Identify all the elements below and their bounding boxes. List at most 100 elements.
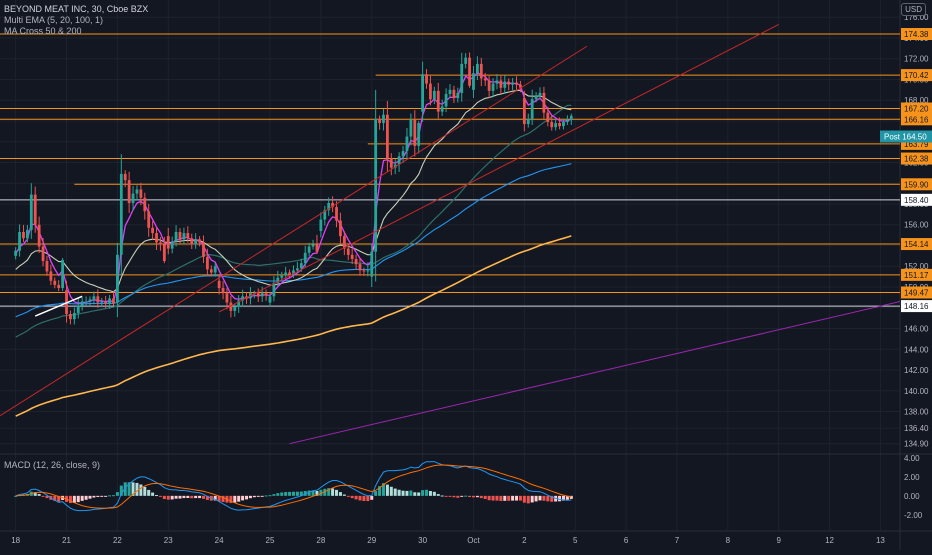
macd-tick-label: 0.00 [904, 492, 920, 501]
red-trendline-upper [0, 45, 588, 417]
candle-body [272, 282, 276, 297]
time-tick-label: 25 [266, 536, 275, 545]
candle-body [350, 254, 354, 259]
macd-histogram-bar [288, 491, 292, 496]
macd-histogram-bar [511, 495, 515, 501]
macd-histogram-bar [530, 495, 534, 503]
macd-histogram-bar [413, 492, 417, 496]
candle-body [472, 73, 475, 90]
candle-body [487, 80, 491, 91]
ma-cross-legend[interactable]: MA Cross 50 & 200 [4, 26, 82, 36]
signal-line [15, 464, 572, 509]
level-label-151.17: 151.17 [904, 271, 929, 280]
candle-body [147, 211, 151, 228]
macd-histogram-bar [166, 495, 170, 500]
ema-100-line [15, 163, 572, 318]
candle-body [479, 63, 483, 79]
multi-ema-legend[interactable]: Multi EMA (5, 20, 100, 1) [4, 15, 104, 25]
candle-body [96, 296, 100, 303]
candle-body [108, 298, 111, 304]
level-label-174.38-badge [901, 28, 932, 40]
time-tick-label: 12 [825, 536, 834, 545]
macd-histogram-bar [436, 494, 440, 496]
ma-200-line [15, 235, 572, 417]
macd-histogram-bar [303, 490, 307, 496]
candle-body [503, 81, 507, 88]
macd-histogram-bar [522, 495, 526, 503]
candle-body [159, 242, 162, 245]
candle-body [123, 173, 127, 181]
candle-body [155, 233, 158, 243]
candle-body [213, 266, 217, 273]
time-tick-label: 30 [418, 536, 427, 545]
time-tick-label: 22 [113, 536, 122, 545]
macd-histogram-bar [131, 482, 135, 496]
candle-body [460, 63, 464, 93]
macd-legend[interactable]: MACD (12, 26, close, 9) [4, 460, 101, 470]
candle-body [456, 92, 460, 99]
candle-body [41, 246, 45, 262]
candle-body [57, 284, 61, 289]
candle-body [444, 93, 448, 107]
candle-body [45, 261, 49, 272]
candle-body [515, 82, 518, 85]
macd-histogram-bar [401, 490, 405, 496]
candle-body [550, 122, 554, 128]
macd-histogram-bar [374, 491, 378, 496]
red-trendline-lower [218, 24, 779, 313]
level-label-154.14-badge [901, 238, 932, 251]
macd-histogram-bar [366, 495, 370, 502]
candle-body [542, 92, 546, 113]
macd-histogram-bar [428, 491, 432, 496]
time-axis: 18 21 22 23 24 25 28 29 30 Oct 2 5 6 7 8 9 12 13 [11, 536, 885, 545]
time-tick-label: 5 [573, 536, 578, 545]
macd-histogram-bar [542, 495, 546, 501]
price-tick-label: 136.40 [904, 424, 929, 433]
macd-histogram-bar [440, 495, 444, 497]
macd-histogram-bar [96, 495, 100, 497]
macd-histogram-bar [108, 495, 112, 497]
candle-body [303, 252, 307, 264]
candle-body [174, 232, 178, 242]
macd-histogram-bar [307, 490, 311, 496]
purple-trendline [289, 301, 901, 445]
macd-histogram-bar [100, 495, 104, 497]
candle-body [80, 301, 84, 306]
macd-histogram-bar [241, 495, 245, 501]
time-tick-label: 2 [522, 536, 527, 545]
candle-body [225, 293, 229, 303]
candle-body [475, 63, 479, 74]
symbol-title[interactable]: BEYOND MEAT INC, 30, Cboe BZX [4, 4, 149, 14]
macd-histogram-bar [460, 495, 464, 497]
macd-histogram-bar [194, 495, 198, 499]
macd-histogram-bar [319, 489, 323, 496]
macd-histogram-bar [284, 491, 288, 496]
candle-body [202, 242, 205, 257]
candle-body [288, 272, 291, 275]
candle-body [382, 114, 385, 124]
level-label-149.47-badge [901, 286, 932, 299]
price-tick-label: 144.00 [904, 345, 929, 354]
currency-badge[interactable]: USD [901, 3, 926, 16]
candle-body [14, 250, 18, 256]
price-tick-label: 140.00 [904, 387, 929, 396]
price-tick-label: 134.90 [904, 440, 929, 449]
candle-body [448, 89, 452, 94]
macd-histogram-bar [119, 485, 123, 496]
macd-histogram-bar [276, 493, 280, 496]
macd-histogram-bar [475, 495, 479, 498]
macd-histogram-bar [565, 495, 569, 500]
macd-tick-label: 4.00 [904, 454, 920, 463]
candle-body [49, 271, 53, 281]
candle-body [76, 305, 80, 313]
candle-body [53, 280, 57, 285]
macd-histogram-bar [123, 482, 127, 496]
macd-histogram-bar [456, 495, 460, 498]
macd-histogram-bar [385, 484, 389, 496]
candle-body [315, 244, 319, 252]
macd-histogram-bar [515, 495, 519, 501]
candle-body [346, 248, 350, 255]
time-tick-label: 24 [215, 536, 224, 545]
